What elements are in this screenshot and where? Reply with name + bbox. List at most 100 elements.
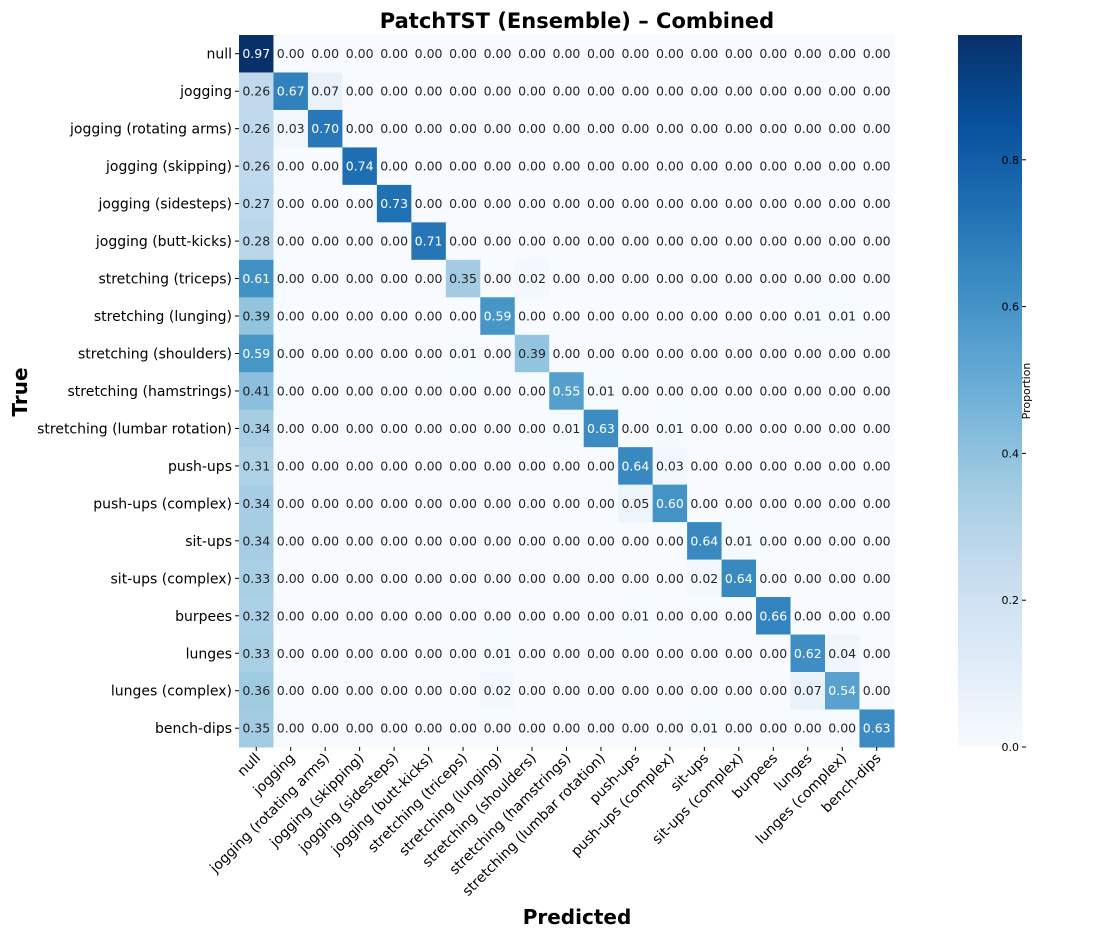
cell-value-label: 0.00 <box>621 721 649 736</box>
cell-value-label: 0.00 <box>346 234 374 249</box>
heatmap-cell <box>721 409 757 448</box>
cell-value-label: 0.66 <box>759 608 787 623</box>
cell-value-label: 0.00 <box>449 608 477 623</box>
cell-value-label: 0.00 <box>587 234 615 249</box>
heatmap-cell <box>411 559 447 598</box>
heatmap-cell <box>721 634 757 673</box>
cell-value-label: 0.00 <box>621 121 649 136</box>
heatmap-cell <box>756 222 792 261</box>
heatmap-cell <box>480 222 516 261</box>
heatmap-cell <box>687 409 723 448</box>
cell-value-label: 0.00 <box>759 721 787 736</box>
heatmap-cell <box>790 184 826 223</box>
y-tick-label: bench-dips <box>155 721 232 737</box>
heatmap-cell <box>721 709 757 748</box>
cell-value-label: 0.33 <box>242 646 270 661</box>
heatmap-cell <box>514 35 550 74</box>
cell-value-label: 0.01 <box>621 608 649 623</box>
heatmap-cell <box>307 597 344 636</box>
cell-value-label: 0.00 <box>449 458 477 473</box>
cell-value-label: 0.00 <box>725 383 753 398</box>
heatmap-cell <box>618 259 654 298</box>
y-tick-label: stretching (shoulders) <box>78 346 232 362</box>
heatmap-cell <box>549 109 585 149</box>
cell-value-label: 0.00 <box>621 159 649 174</box>
heatmap-cell <box>790 147 826 186</box>
heatmap-cell <box>652 184 688 223</box>
heatmap-cell <box>445 259 481 298</box>
heatmap-cell <box>790 559 826 598</box>
cell-value-label: 0.00 <box>828 346 856 361</box>
heatmap-cell <box>342 671 378 711</box>
heatmap-cell <box>618 409 654 448</box>
cell-value-label: 0.00 <box>553 458 581 473</box>
heatmap-cell <box>307 522 344 561</box>
cell-value-label: 0.00 <box>346 608 374 623</box>
cell-value-label: 0.00 <box>518 646 546 661</box>
cell-value-label: 0.00 <box>656 721 684 736</box>
heatmap-cell <box>618 147 654 186</box>
cell-value-label: 0.00 <box>863 346 891 361</box>
cell-value-label: 0.00 <box>380 121 408 136</box>
heatmap-cell <box>514 222 550 261</box>
heatmap-cell <box>480 597 516 636</box>
heatmap-cell <box>307 147 344 186</box>
heatmap-cell <box>549 484 585 523</box>
heatmap-cell <box>549 409 585 448</box>
y-tick-label: stretching (lunging) <box>94 309 232 325</box>
heatmap-cell <box>480 297 516 336</box>
cell-value-label: 0.00 <box>863 271 891 286</box>
heatmap-cell <box>756 297 792 336</box>
cell-value-label: 0.00 <box>587 196 615 211</box>
cell-value-label: 0.00 <box>449 683 477 698</box>
cell-value-label: 0.00 <box>863 571 891 586</box>
cell-value-label: 0.00 <box>587 309 615 324</box>
cell-value-label: 0.00 <box>277 421 305 436</box>
heatmap-cell <box>376 709 412 748</box>
heatmap-cell <box>756 597 792 636</box>
cell-value-label: 0.61 <box>242 271 270 286</box>
cell-value-label: 0.00 <box>484 496 512 511</box>
heatmap-cell <box>445 109 481 149</box>
cell-value-label: 0.00 <box>518 234 546 249</box>
cell-value-label: 0.00 <box>863 608 891 623</box>
cell-value-label: 0.00 <box>415 533 443 548</box>
heatmap-cell <box>445 522 481 561</box>
heatmap-cell <box>583 147 619 186</box>
heatmap-cell <box>618 35 654 74</box>
heatmap-cell <box>445 671 481 711</box>
cell-value-label: 0.00 <box>277 346 305 361</box>
heatmap-cell <box>618 184 654 223</box>
cell-value-label: 0.00 <box>449 383 477 398</box>
heatmap-cell <box>445 484 481 523</box>
cell-value-label: 0.00 <box>656 271 684 286</box>
cell-value-label: 0.00 <box>518 309 546 324</box>
heatmap-cell <box>721 484 757 523</box>
cell-value-label: 0.26 <box>242 121 270 136</box>
cell-value-label: 0.00 <box>759 196 787 211</box>
heatmap-cell <box>514 634 550 673</box>
heatmap-cell <box>583 409 619 448</box>
cell-value-label: 0.00 <box>277 196 305 211</box>
heatmap-cell <box>618 484 654 523</box>
heatmap-cell <box>549 72 585 111</box>
heatmap-cell <box>376 334 412 373</box>
colorbar-tick-label: 0.6 <box>1002 301 1020 314</box>
y-tick-label: sit-ups (complex) <box>111 571 232 587</box>
heatmap-cell <box>756 334 792 373</box>
cell-value-label: 0.00 <box>621 196 649 211</box>
cell-value-label: 0.00 <box>621 271 649 286</box>
heatmap-cell <box>514 259 550 298</box>
cell-value-label: 0.00 <box>690 608 718 623</box>
heatmap-cell <box>583 297 619 336</box>
heatmap-cell <box>239 709 275 748</box>
cell-value-label: 0.07 <box>311 84 339 99</box>
heatmap-cell <box>342 334 378 373</box>
heatmap-cell <box>239 72 275 111</box>
cell-value-label: 0.00 <box>725 721 753 736</box>
heatmap-cell <box>376 297 412 336</box>
cell-value-label: 0.00 <box>484 421 512 436</box>
cell-value-label: 0.00 <box>311 458 339 473</box>
cell-value-label: 0.00 <box>725 646 753 661</box>
heatmap-cell <box>756 671 792 711</box>
